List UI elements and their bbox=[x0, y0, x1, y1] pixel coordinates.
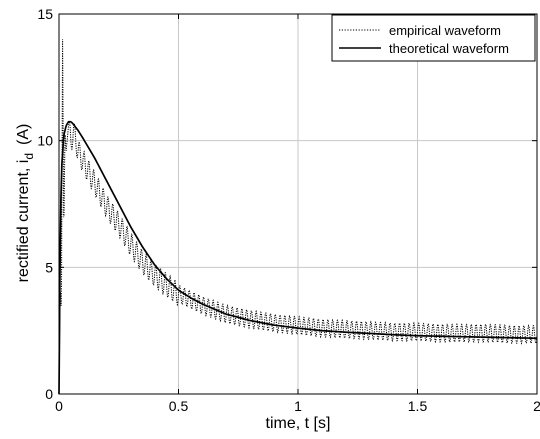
y-tick-label: 0 bbox=[45, 386, 53, 402]
y-axis-label-main: rectified current, i bbox=[15, 160, 32, 283]
tick-labels: 0 0.5 1 1.5 2 0 5 10 15 bbox=[37, 6, 540, 414]
x-tick-label: 1.5 bbox=[408, 398, 428, 414]
y-axis-label-subscript: d bbox=[22, 153, 36, 160]
series-line-theoretical bbox=[58, 120, 538, 395]
x-axis-label: time, t [s] bbox=[266, 415, 331, 432]
y-tick-label: 5 bbox=[45, 259, 53, 275]
y-axis-label: rectified current, id (A) bbox=[15, 124, 36, 283]
x-tick-label: 0 bbox=[55, 398, 63, 414]
series-lines bbox=[58, 39, 538, 395]
y-axis-label-unit: (A) bbox=[15, 124, 32, 145]
legend-label-theoretical: theoretical waveform bbox=[389, 41, 509, 56]
legend-label-empirical: empirical waveform bbox=[389, 23, 501, 38]
legend-box bbox=[331, 14, 536, 62]
legend: empirical waveform theoretical waveform bbox=[331, 14, 536, 62]
y-tick-label: 10 bbox=[37, 133, 53, 149]
series-line-empirical bbox=[58, 39, 538, 395]
x-tick-label: 0.5 bbox=[169, 398, 189, 414]
x-tick-label: 1 bbox=[294, 398, 302, 414]
x-tick-label: 2 bbox=[533, 398, 540, 414]
y-tick-label: 15 bbox=[37, 6, 53, 22]
